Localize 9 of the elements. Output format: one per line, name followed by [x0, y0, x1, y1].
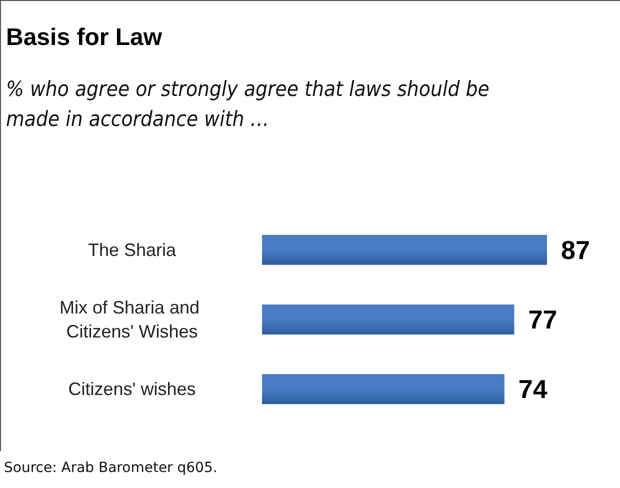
chart-subtitle: % who agree or strongly agree that laws should be made in accordance with … — [6, 76, 490, 133]
y-tick-label: The Sharia — [88, 240, 178, 260]
data-label: 74 — [518, 374, 548, 404]
chart-title: Basis for Law — [6, 24, 162, 52]
y-tick-label: Citizens' wishes — [68, 379, 196, 400]
y-tick-label: Mix of Sharia and Citizens' Wishes — [59, 298, 205, 342]
data-label: 77 — [528, 304, 558, 334]
data-label: 87 — [561, 234, 590, 265]
source-note: Source: Arab Barometer q605. — [4, 460, 218, 476]
